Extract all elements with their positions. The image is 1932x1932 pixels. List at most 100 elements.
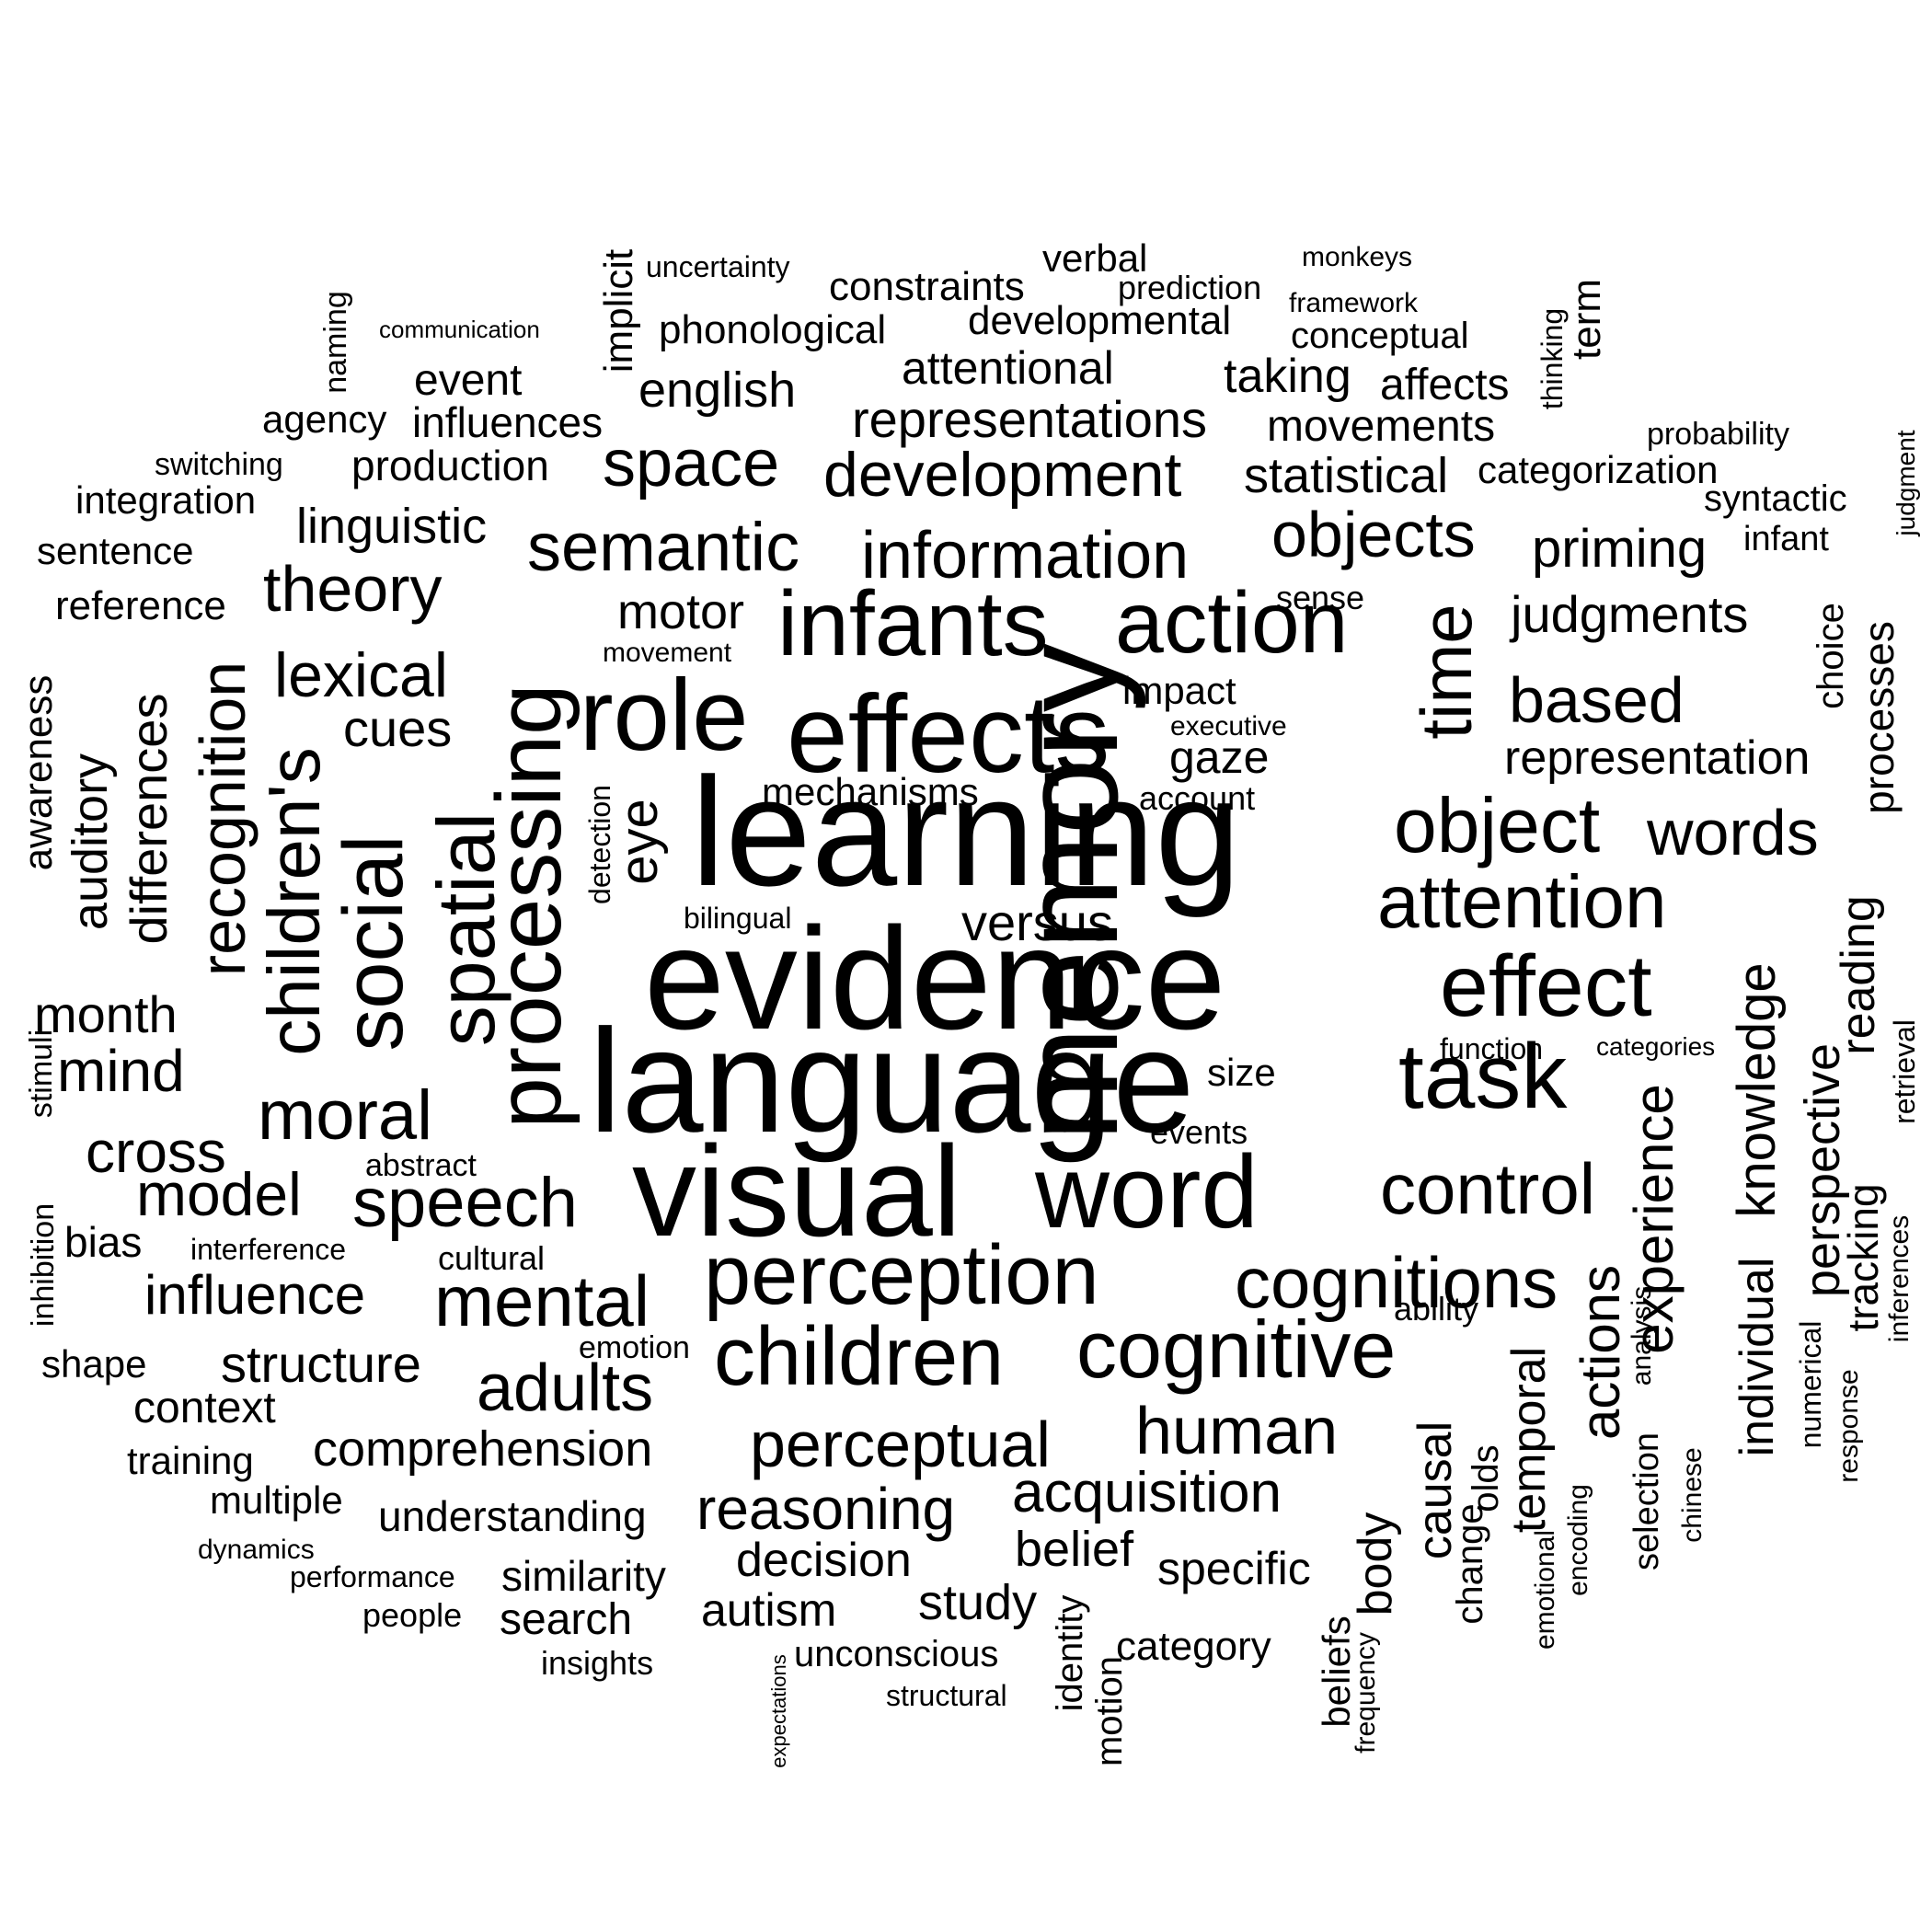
- word: prediction: [1118, 269, 1262, 306]
- word: conceptual: [1291, 316, 1469, 356]
- word: words: [1647, 797, 1819, 868]
- word: motion: [1089, 1655, 1130, 1767]
- word: movements: [1267, 402, 1496, 451]
- word: executive: [1170, 711, 1287, 742]
- word: chinese: [1677, 1447, 1708, 1543]
- word: representations: [852, 390, 1208, 448]
- word: sentence: [37, 529, 194, 572]
- word: time: [1406, 604, 1487, 740]
- word: frequency: [1351, 1632, 1381, 1754]
- word: retrieval: [1888, 1019, 1921, 1124]
- word: moral: [258, 1076, 433, 1155]
- word: eye: [609, 799, 669, 885]
- word: developmental: [968, 298, 1232, 343]
- word: word: [1035, 1134, 1259, 1249]
- word: spatial: [420, 811, 512, 1047]
- word: function: [1440, 1032, 1544, 1065]
- word: role: [580, 659, 749, 772]
- word: task: [1398, 1025, 1568, 1128]
- word: control: [1380, 1148, 1596, 1229]
- word: mind: [57, 1038, 185, 1104]
- word: recognition: [187, 661, 259, 977]
- word: detection: [583, 785, 616, 904]
- word: processes: [1855, 621, 1903, 814]
- word: based: [1509, 664, 1685, 736]
- word: perception: [704, 1228, 1099, 1322]
- word: probability: [1647, 417, 1789, 452]
- word: influences: [412, 398, 604, 446]
- word: mechanisms: [762, 770, 979, 813]
- word: change: [1450, 1503, 1490, 1625]
- word: decision: [736, 1534, 912, 1587]
- word: affects: [1380, 361, 1510, 409]
- word: linguistic: [296, 499, 488, 554]
- word: cognitions: [1235, 1242, 1558, 1323]
- word: belief: [1015, 1522, 1134, 1577]
- word: knowledge: [1727, 962, 1787, 1218]
- word: monkeys: [1302, 242, 1413, 272]
- word: categorization: [1478, 448, 1719, 491]
- word: naming: [318, 291, 353, 394]
- word: priming: [1532, 519, 1708, 579]
- word: social: [327, 834, 420, 1052]
- word: speech: [352, 1164, 579, 1242]
- word: specific: [1157, 1543, 1311, 1594]
- word: semantic: [527, 509, 800, 585]
- word: mental: [434, 1260, 650, 1341]
- word: versus: [961, 893, 1113, 951]
- word: action: [1115, 574, 1349, 672]
- word: cultural: [438, 1239, 546, 1277]
- word: size: [1207, 1051, 1276, 1094]
- word: inferences: [1884, 1214, 1915, 1343]
- word: development: [823, 440, 1182, 510]
- word: tracking: [1839, 1183, 1887, 1332]
- word: term: [1564, 279, 1609, 360]
- word: object: [1394, 782, 1601, 868]
- word: differences: [120, 693, 178, 945]
- word: movement: [603, 638, 732, 668]
- word: bilingual: [684, 902, 792, 935]
- word: encoding: [1563, 1484, 1593, 1596]
- word: motor: [617, 584, 745, 639]
- word: reading: [1832, 895, 1885, 1055]
- word: inhibition: [26, 1202, 61, 1328]
- word: month: [34, 985, 178, 1043]
- word: english: [638, 362, 797, 418]
- word: stimuli: [24, 1029, 59, 1119]
- word: temporal: [1502, 1346, 1556, 1534]
- word: theory: [263, 553, 443, 625]
- word: information: [861, 519, 1190, 592]
- word: insights: [541, 1644, 654, 1682]
- word: effects: [787, 673, 1110, 796]
- word: event: [414, 356, 523, 405]
- word: statistical: [1244, 448, 1449, 503]
- word: human: [1135, 1395, 1339, 1468]
- word: effect: [1440, 937, 1652, 1035]
- word: acquisition: [1012, 1461, 1282, 1524]
- word: actions: [1570, 1264, 1631, 1441]
- word: autism: [701, 1584, 837, 1636]
- word: lexical: [274, 640, 448, 710]
- word: attention: [1377, 860, 1667, 944]
- word: analysis: [1627, 1285, 1657, 1386]
- word: performance: [290, 1560, 455, 1593]
- word: numerical: [1794, 1320, 1827, 1449]
- word: children: [714, 1311, 1005, 1403]
- word: phonological: [659, 307, 887, 352]
- word: verbal: [1042, 236, 1148, 280]
- word: abstract: [365, 1148, 477, 1183]
- word: influence: [144, 1264, 366, 1326]
- word: objects: [1271, 499, 1476, 570]
- word: understanding: [378, 1492, 647, 1540]
- word: selection: [1627, 1432, 1666, 1570]
- word: awareness: [16, 674, 61, 871]
- word: sense: [1276, 579, 1365, 616]
- word: structure: [221, 1335, 421, 1393]
- word: similarity: [501, 1552, 666, 1600]
- word: learning: [691, 745, 1241, 918]
- word: events: [1150, 1113, 1248, 1151]
- word: auditory: [63, 753, 118, 931]
- word: dynamics: [198, 1535, 315, 1565]
- word: judgments: [1511, 585, 1749, 643]
